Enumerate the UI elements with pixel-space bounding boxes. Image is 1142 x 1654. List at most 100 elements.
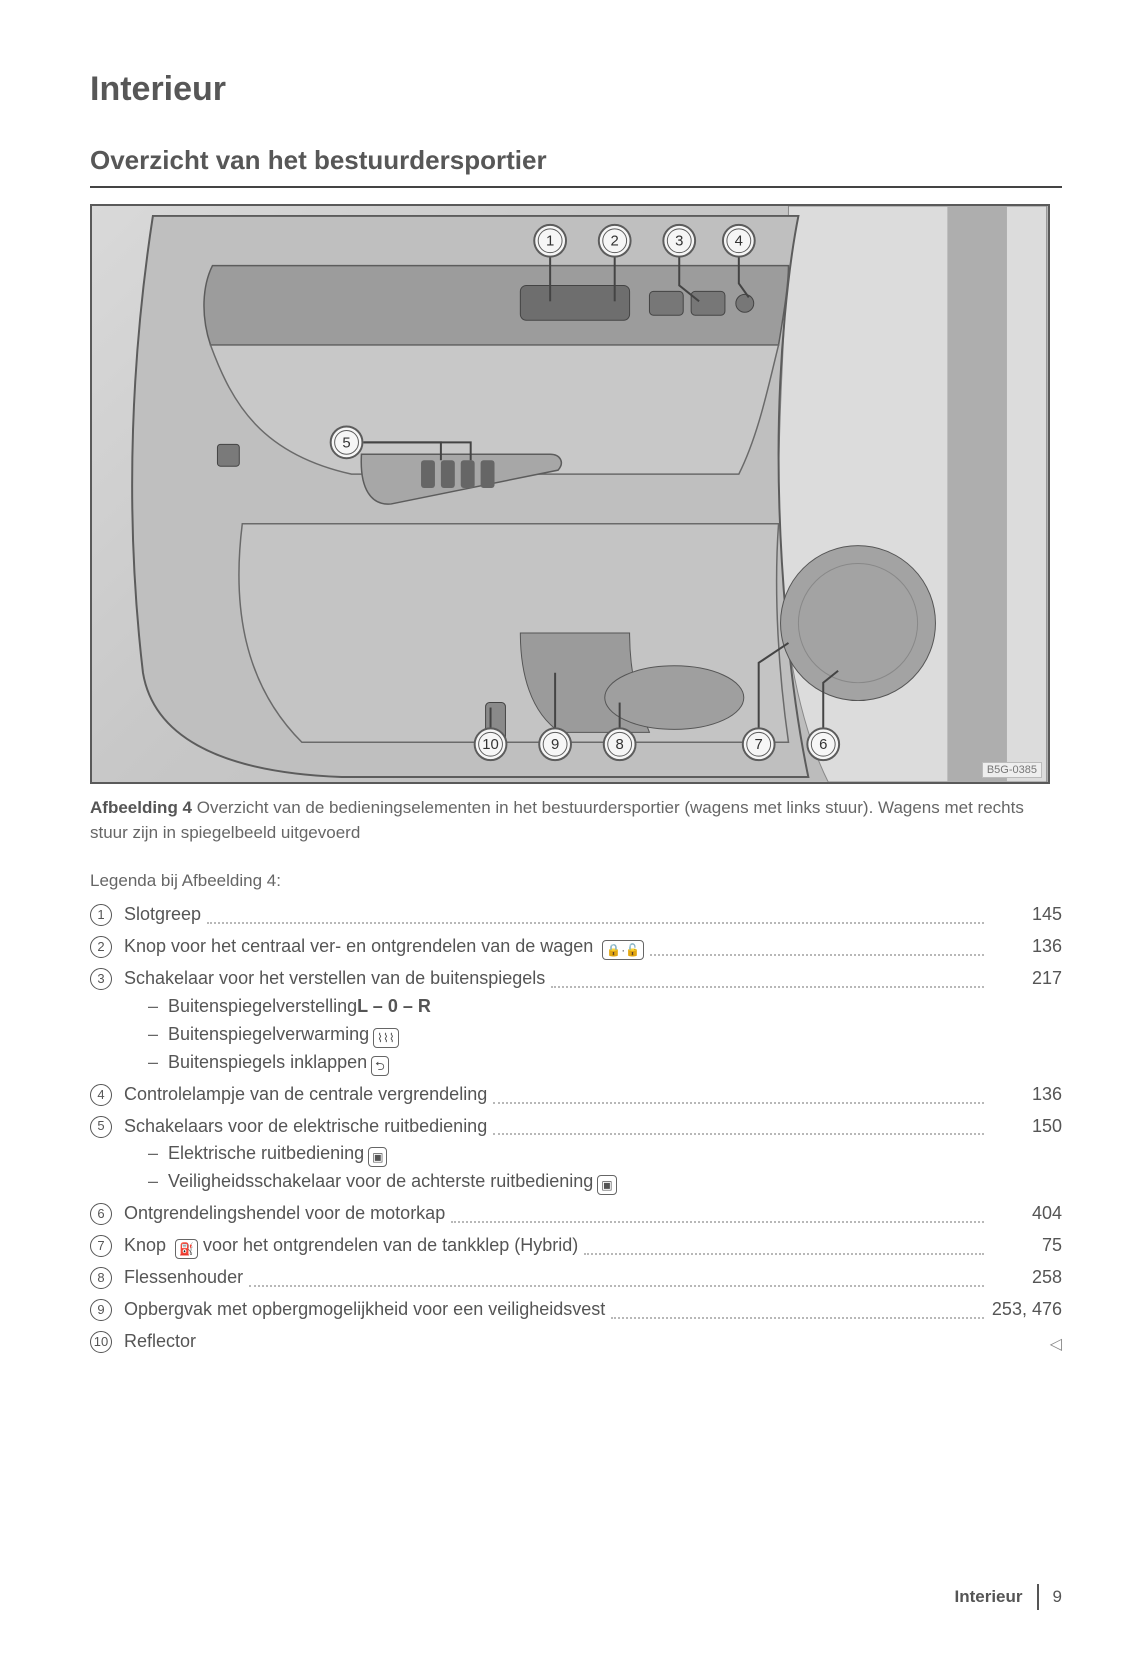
legend-page-ref: 150 [992, 1113, 1062, 1141]
figure-caption-text: Overzicht van de bedieningselementen in … [90, 798, 1024, 842]
legend-number: 10 [90, 1331, 112, 1353]
continuation-icon: ◁ [1050, 1333, 1062, 1358]
legend-sublabel: Buitenspiegels inklappen [168, 1049, 367, 1077]
legend-number: 9 [90, 1299, 112, 1321]
legend-number: 6 [90, 1203, 112, 1225]
legend-sublabel: Buitenspiegelverstelling [168, 993, 357, 1021]
leader-dots [207, 921, 984, 924]
leader-dots [493, 1101, 984, 1104]
legend-row: 3 Schakelaar voor het verstellen van de b… [90, 965, 1062, 1077]
legend-number: 3 [90, 968, 112, 990]
legend-row: 4 Controlelampje van de centrale vergrend… [90, 1081, 1062, 1109]
legend-page-ref: 253, 476 [992, 1296, 1062, 1324]
fuel-icon: ⛽ [175, 1239, 198, 1259]
legend-body: Knop voor het centraal ver- en ontgrende… [124, 933, 1062, 961]
door-figure: 1 2 3 4 10 9 8 7 6 5 B5G-0385 [90, 204, 1050, 784]
legend-sublabel: Elektrische ruitbediening [168, 1140, 364, 1168]
legend-page-ref: 75 [992, 1232, 1062, 1260]
figure-caption: Afbeelding 4 Overzicht van de bedienings… [90, 796, 1062, 845]
figure-caption-lead: Afbeelding 4 [90, 798, 192, 817]
legend-page-ref: 145 [992, 901, 1062, 929]
svg-text:1: 1 [546, 234, 554, 250]
legend-label: Knop [124, 1232, 171, 1260]
legend-subitem: –Buitenspiegelverwarming ⌇⌇⌇ [148, 1021, 1062, 1049]
legend-label: Opbergvak met opbergmogelijkheid voor ee… [124, 1296, 605, 1324]
legend-body: Ontgrendelingshendel voor de motorkap 404 [124, 1200, 1062, 1228]
legend-row: 1 Slotgreep 145 [90, 901, 1062, 929]
legend-label: Ontgrendelingshendel voor de motorkap [124, 1200, 445, 1228]
svg-text:6: 6 [819, 737, 827, 753]
legend-row: 8 Flessenhouder 258 [90, 1264, 1062, 1292]
legend-number: 4 [90, 1084, 112, 1106]
legend-page-ref: 258 [992, 1264, 1062, 1292]
leader-dots [249, 1284, 984, 1287]
legend-row: 7 Knop ⛽ voor het ontgrendelen van de tan… [90, 1232, 1062, 1260]
legend-page-ref: 136 [992, 1081, 1062, 1109]
legend-number: 8 [90, 1267, 112, 1289]
legend-body: Reflector ◁ [124, 1328, 1062, 1356]
svg-text:9: 9 [551, 737, 559, 753]
legend-subitem: –Elektrische ruitbediening ▣ [148, 1140, 1062, 1168]
legend-subitem: –Buitenspiegels inklappen ⮌ [148, 1049, 1062, 1077]
legend-label: Schakelaar voor het verstellen van de bu… [124, 965, 545, 993]
svg-text:2: 2 [611, 234, 619, 250]
legend-sublabel: Buitenspiegelverwarming [168, 1021, 369, 1049]
control-icon: ▣ [368, 1147, 387, 1167]
legend-number: 5 [90, 1116, 112, 1138]
legend-body: Schakelaars voor de elektrische ruitbedi… [124, 1113, 1062, 1197]
legend-page-ref: 404 [992, 1200, 1062, 1228]
leader-dots [551, 985, 984, 988]
leader-dots [584, 1252, 984, 1255]
legend-subitem: –Veiligheidsschakelaar voor de achterste… [148, 1168, 1062, 1196]
svg-text:7: 7 [755, 737, 763, 753]
legend-label: voor het ontgrendelen van de tankklep (H… [198, 1232, 578, 1260]
legend-label: Slotgreep [124, 901, 201, 929]
legend-row: 10 Reflector ◁ [90, 1328, 1062, 1356]
legend-label: Reflector [124, 1328, 196, 1356]
legend-sub-suffix: L – 0 – R [357, 993, 431, 1021]
control-icon: ▣ [597, 1175, 616, 1195]
legend-body: Schakelaar voor het verstellen van de bu… [124, 965, 1062, 1077]
legend-page-ref: 136 [992, 933, 1062, 961]
page-footer: Interieur 9 [955, 1584, 1063, 1610]
door-illustration-svg: 1 2 3 4 10 9 8 7 6 5 [92, 206, 1048, 782]
legend-row: 9 Opbergvak met opbergmogelijkheid voor e… [90, 1296, 1062, 1324]
legend-body: Knop ⛽ voor het ontgrendelen van de tank… [124, 1232, 1062, 1260]
legend-list: 1 Slotgreep 145 2 Knop voor het centraal ver… [90, 901, 1062, 1355]
leader-dots [650, 953, 984, 956]
legend-label: Flessenhouder [124, 1264, 243, 1292]
legend-body: Flessenhouder 258 [124, 1264, 1062, 1292]
page-title: Interieur [90, 70, 1062, 109]
leader-dots [493, 1132, 984, 1135]
legend-body: Slotgreep 145 [124, 901, 1062, 929]
svg-text:8: 8 [616, 737, 624, 753]
figure-code: B5G-0385 [982, 762, 1042, 778]
svg-text:10: 10 [482, 737, 499, 753]
legend-intro: Legenda bij Afbeelding 4: [90, 871, 1062, 891]
section-heading: Overzicht van het bestuurdersportier [90, 145, 1062, 188]
legend-row: 5 Schakelaars voor de elektrische ruitbed… [90, 1113, 1062, 1197]
footer-page-number: 9 [1053, 1587, 1062, 1607]
manual-page: Interieur Overzicht van het bestuurdersp… [0, 0, 1142, 1654]
legend-row: 6 Ontgrendelingshendel voor de motorkap 40… [90, 1200, 1062, 1228]
legend-label: Controlelampje van de centrale vergrende… [124, 1081, 487, 1109]
legend-sublabel: Veiligheidsschakelaar voor de achterste … [168, 1168, 593, 1196]
legend-body: Controlelampje van de centrale vergrende… [124, 1081, 1062, 1109]
svg-text:5: 5 [342, 435, 350, 451]
legend-row: 2 Knop voor het centraal ver- en ontgrend… [90, 933, 1062, 961]
leader-dots [451, 1220, 984, 1223]
svg-text:3: 3 [675, 234, 683, 250]
legend-label: Knop voor het centraal ver- en ontgrende… [124, 933, 598, 961]
control-icon: ⌇⌇⌇ [373, 1028, 399, 1048]
legend-number: 7 [90, 1235, 112, 1257]
legend-page-ref: 217 [992, 965, 1062, 993]
control-icon: ⮌ [371, 1056, 389, 1076]
legend-body: Opbergvak met opbergmogelijkheid voor ee… [124, 1296, 1062, 1324]
footer-section: Interieur [955, 1587, 1023, 1607]
legend-number: 1 [90, 904, 112, 926]
svg-text:4: 4 [735, 234, 743, 250]
footer-divider [1037, 1584, 1039, 1610]
legend-number: 2 [90, 936, 112, 958]
legend-label: Schakelaars voor de elektrische ruitbedi… [124, 1113, 487, 1141]
lock-unlock-icon: 🔒·🔓 [602, 940, 644, 960]
